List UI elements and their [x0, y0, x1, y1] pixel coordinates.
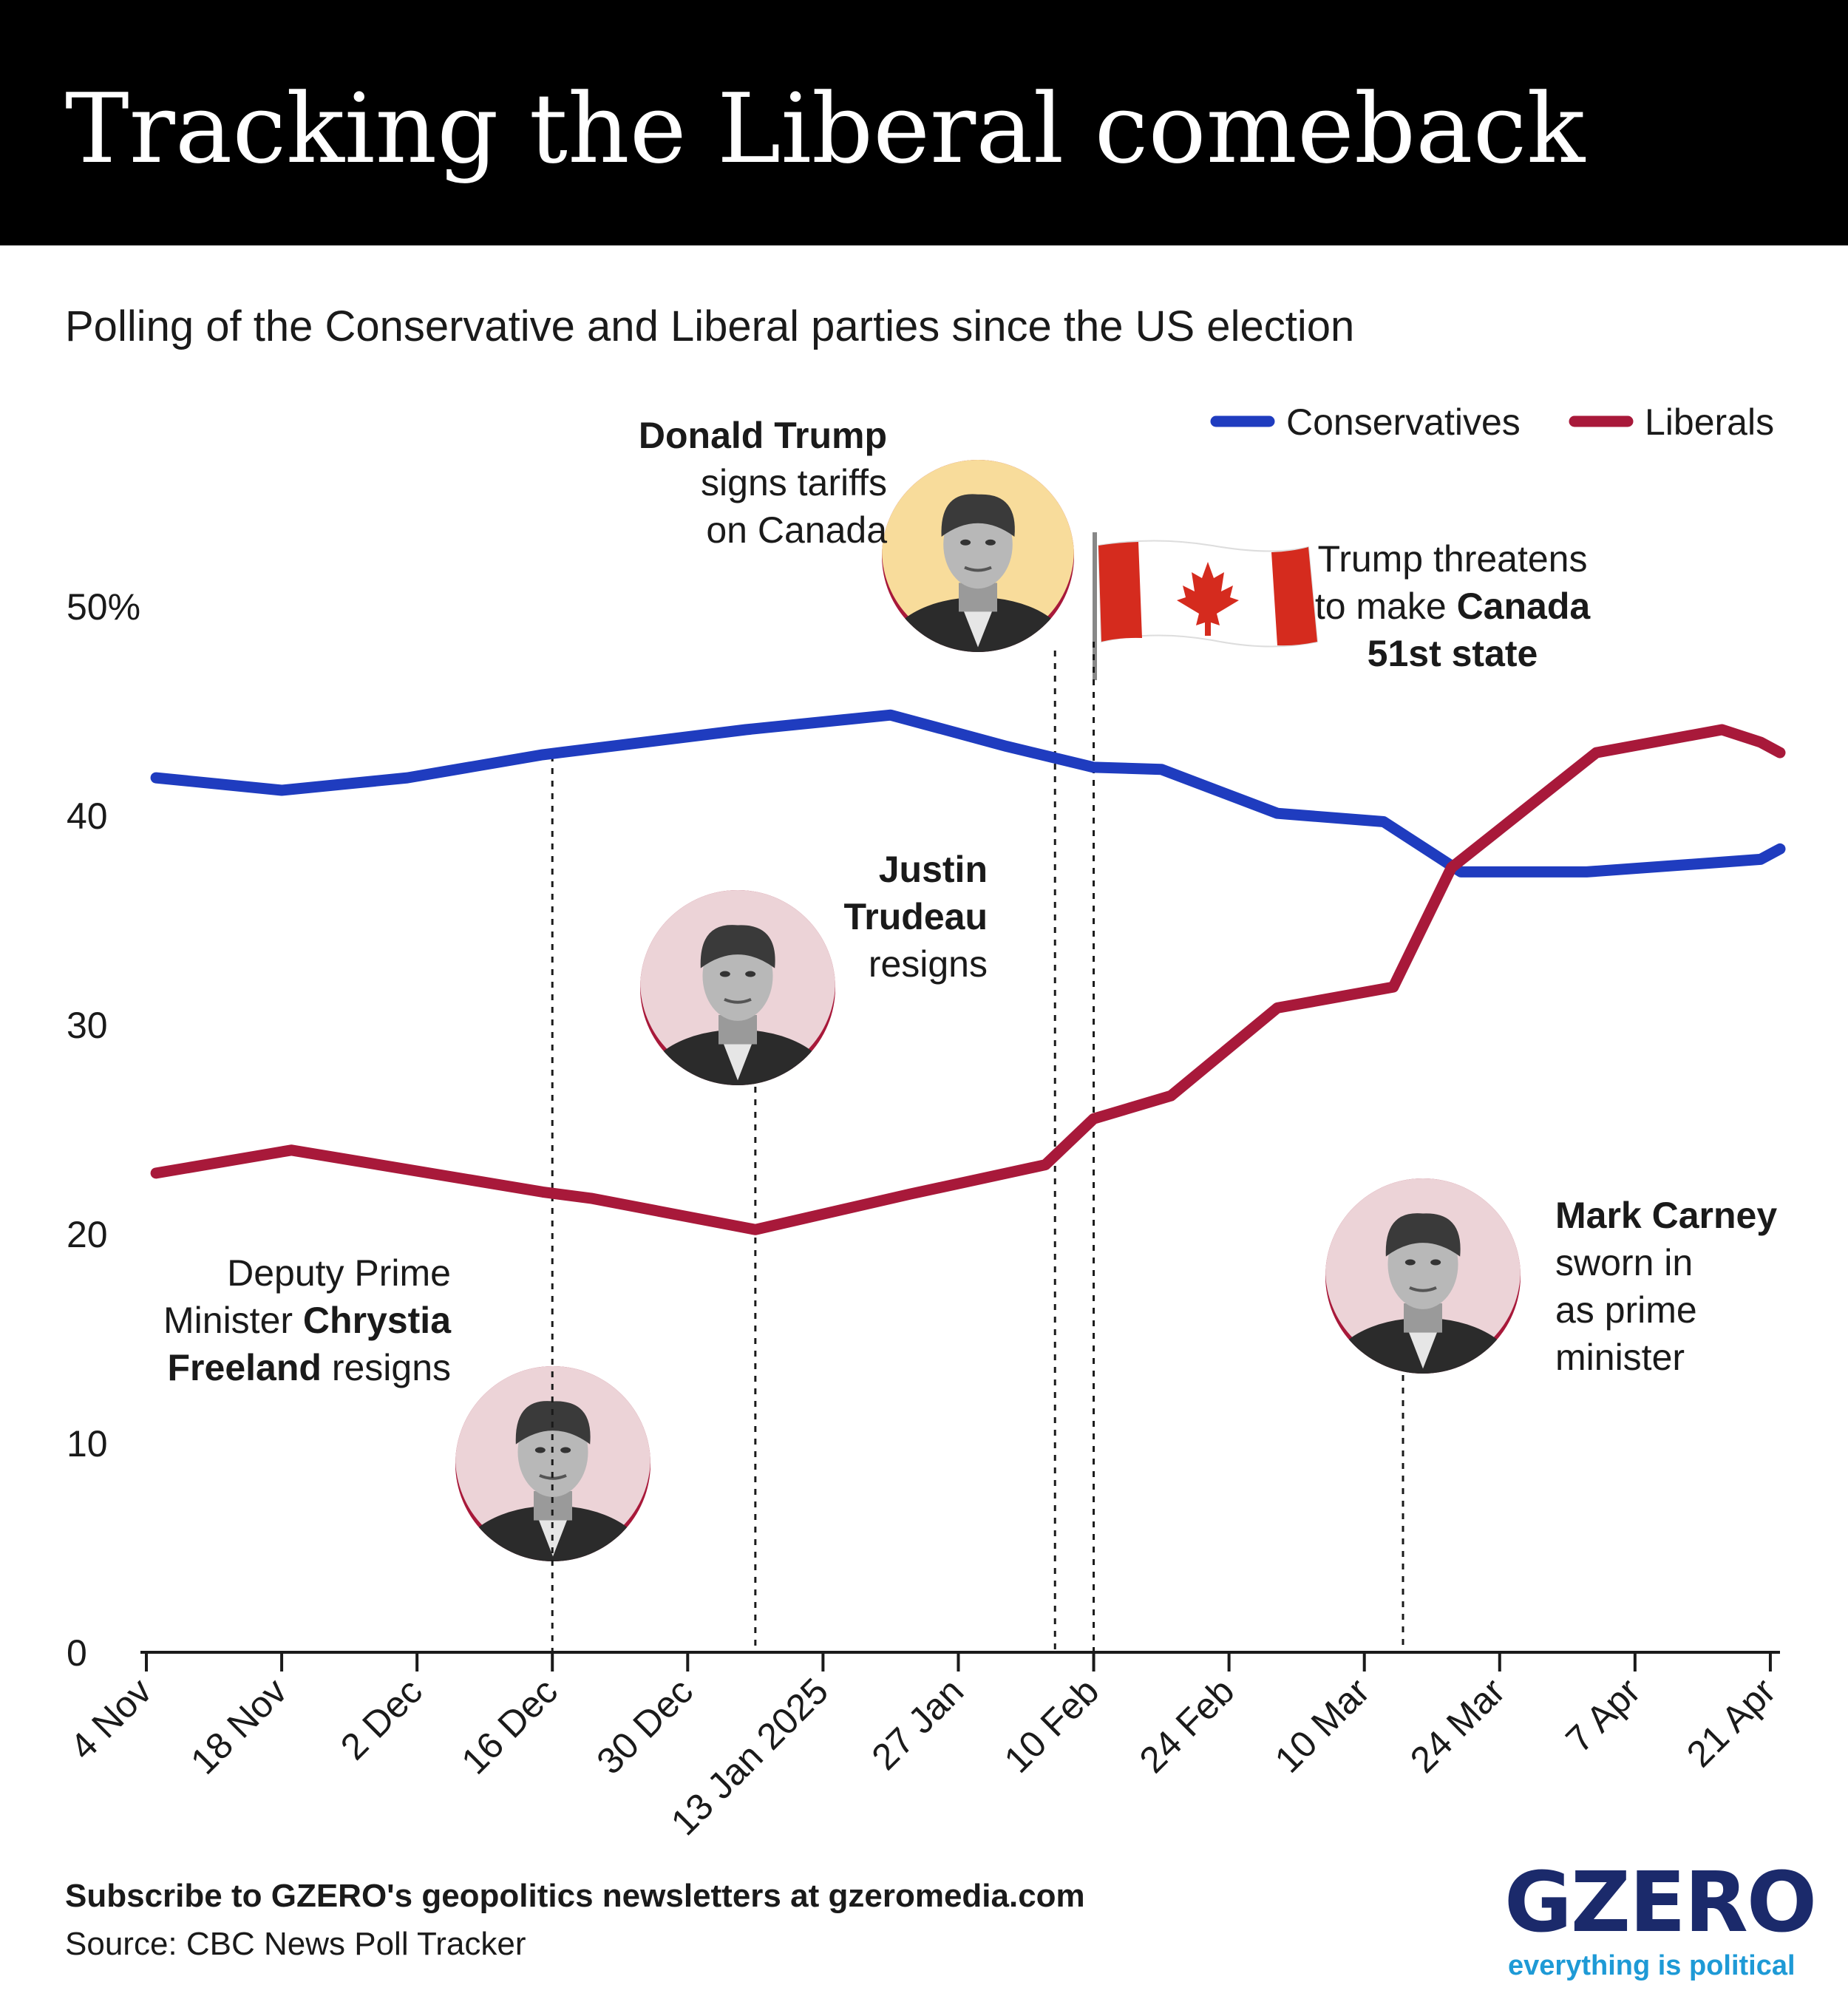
trudeau-photo — [640, 890, 835, 1085]
canada-flag — [1093, 532, 1319, 680]
annotation-carney: Mark Carney sworn in as prime minister — [1555, 1192, 1807, 1381]
annotation-line: 51st state — [1367, 633, 1538, 674]
x-tick-label: 16 Dec — [453, 1670, 565, 1782]
data-point — [745, 729, 747, 730]
gzero-logo: GZERO — [1504, 1855, 1817, 1951]
legend-label: Liberals — [1645, 401, 1774, 443]
legend: Conservatives Liberals — [1210, 401, 1774, 443]
annotation-line: Mark Carney — [1555, 1195, 1778, 1236]
annotation-line: on Canada — [706, 509, 887, 551]
annotation-trudeau: Justin Trudeau resigns — [739, 846, 988, 988]
series-line-conservatives — [150, 709, 1786, 878]
annotation-trump-tariffs: Donald Trump signs tariffs on Canada — [591, 412, 887, 554]
x-tick-label: 24 Feb — [1132, 1670, 1243, 1781]
y-tick-label: 40 — [67, 795, 108, 837]
annotation-line: signs tariffs — [701, 462, 887, 503]
legend-label: Conservatives — [1286, 401, 1521, 443]
y-tick-label: 10 — [67, 1423, 108, 1465]
series-line-liberals — [150, 724, 1786, 1235]
subscribe-note: Subscribe to GZERO's geopolitics newslet… — [65, 1878, 1085, 1914]
x-tick-label: 27 Jan — [863, 1670, 971, 1778]
annotation-line: Freeland resigns — [167, 1347, 451, 1388]
x-tick-label: 21 Apr — [1679, 1670, 1784, 1775]
data-point — [1006, 746, 1008, 747]
title-bar: Tracking the Liberal comeback — [0, 0, 1848, 245]
carney-photo — [1325, 1178, 1521, 1374]
chart-subtitle: Polling of the Conservative and Liberal … — [65, 302, 1355, 350]
x-tick-label: 4 Nov — [62, 1670, 160, 1768]
trump-photo — [882, 460, 1074, 652]
annotation-line: Trump threatens — [1317, 538, 1588, 580]
portraits — [455, 460, 1521, 1561]
annotation-line: as prime — [1555, 1289, 1697, 1331]
data-point — [1702, 863, 1703, 864]
data-point — [1383, 821, 1385, 822]
annotation-line: Deputy Prime — [227, 1252, 451, 1294]
data-point — [1161, 769, 1162, 770]
annotation-line: Justin — [878, 849, 988, 890]
series-lines — [150, 709, 1786, 1235]
annotation-line: minister — [1555, 1337, 1685, 1378]
data-point — [909, 1193, 911, 1195]
data-point — [1450, 867, 1452, 869]
y-tick-label: 20 — [67, 1214, 108, 1255]
annotation-freeland: Deputy Prime Minister Chrystia Freeland re… — [83, 1249, 451, 1391]
annotation-line: Minister Chrystia — [163, 1300, 451, 1341]
y-tick-label: 50% — [67, 586, 140, 628]
x-tick-label: 2 Dec — [333, 1670, 430, 1768]
event-guides — [551, 642, 1404, 1652]
gzero-tagline: everything is political — [1508, 1950, 1796, 1981]
y-tick-label: 30 — [67, 1005, 108, 1046]
data-point — [155, 1172, 157, 1174]
x-tick-label: 30 Dec — [588, 1670, 701, 1782]
x-tick-label: 10 Mar — [1267, 1670, 1378, 1781]
annotation-line: Donald Trump — [638, 415, 887, 456]
data-point — [1044, 1164, 1046, 1166]
data-point — [1760, 741, 1762, 743]
x-tick-label: 7 Apr — [1557, 1670, 1648, 1760]
annotation-line: to make Canada — [1314, 586, 1591, 627]
x-tick-label: 10 Feb — [996, 1670, 1107, 1781]
y-tick-label: 0 — [67, 1632, 87, 1674]
data-point — [890, 714, 891, 716]
x-tick-label: 18 Nov — [183, 1670, 295, 1782]
data-point — [1760, 858, 1762, 860]
annotation-line: Trudeau — [843, 896, 988, 937]
annotation-51st-state: Trump threatens to make Canada 51st state — [1286, 535, 1619, 677]
annotation-line: sworn in — [1555, 1242, 1694, 1283]
chart-title: Tracking the Liberal comeback — [65, 72, 1586, 185]
annotation-line: resigns — [868, 943, 988, 985]
x-tick-label: 24 Mar — [1402, 1670, 1513, 1781]
data-point — [1277, 812, 1278, 814]
source-note: Source: CBC News Poll Tracker — [65, 1926, 526, 1962]
